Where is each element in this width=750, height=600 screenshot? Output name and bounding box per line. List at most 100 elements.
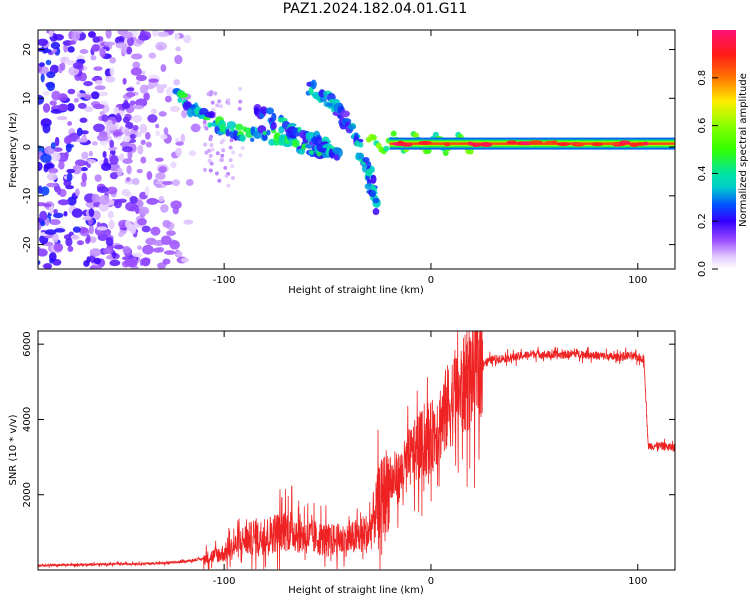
noise-blob (219, 158, 224, 162)
noise-blob (132, 104, 144, 110)
noise-blob (129, 224, 137, 235)
noise-blob (140, 139, 147, 146)
noise-blob (122, 135, 131, 143)
noise-blob (53, 212, 64, 219)
track-blob (323, 91, 328, 100)
noise-blob (51, 152, 61, 162)
noise-blob (132, 125, 139, 131)
figure-title: PAZ1.2024.182.04.01.G11 (282, 1, 468, 17)
noise-blob (71, 208, 83, 218)
noise-blob (115, 113, 122, 123)
noise-blob (162, 258, 171, 265)
track-blob (266, 129, 271, 136)
track-blob (250, 137, 255, 142)
noise-blob (171, 179, 181, 187)
noise-blob (175, 141, 184, 146)
noise-blob (141, 257, 151, 264)
noise-blob (125, 201, 137, 212)
noise-blob (91, 44, 100, 52)
noise-blob (83, 260, 90, 267)
carrier-peak (506, 140, 518, 145)
noise-blob (137, 206, 150, 215)
snr-ytick-label: 4000 (22, 407, 33, 432)
noise-blob (160, 134, 168, 140)
noise-blob (40, 153, 52, 164)
noise-blob (38, 38, 49, 47)
noise-blob (155, 172, 166, 180)
noise-blob (174, 54, 183, 65)
noise-blob (105, 75, 116, 83)
noise-blob (208, 168, 213, 173)
noise-blob (72, 164, 82, 175)
noise-blob (124, 220, 132, 228)
noise-blob (94, 174, 102, 182)
noise-blob (38, 248, 48, 257)
noise-blob (182, 34, 192, 44)
noise-blob (226, 183, 231, 188)
noise-blob (238, 99, 243, 104)
track-blob (265, 107, 275, 115)
noise-blob (56, 186, 62, 196)
noise-blob (202, 120, 207, 125)
carrier-peak (443, 142, 451, 147)
noise-blob (46, 164, 53, 169)
noise-blob (73, 98, 79, 103)
noise-blob (43, 203, 52, 208)
noise-blob (90, 55, 97, 61)
track-blob (235, 123, 244, 131)
noise-blob (144, 131, 151, 140)
noise-blob (169, 105, 181, 112)
carrier-peak (572, 142, 586, 147)
noise-blob (63, 136, 73, 145)
noise-blob (91, 141, 98, 146)
noise-blob (213, 91, 218, 96)
noise-blob (39, 62, 45, 67)
noise-blob (99, 47, 106, 58)
noise-blob (38, 161, 43, 172)
track-blob (365, 168, 373, 177)
noise-blob (58, 161, 65, 170)
noise-blob (96, 226, 108, 231)
noise-blob (96, 221, 101, 228)
noise-blob (125, 121, 134, 130)
noise-blob (208, 153, 213, 158)
noise-blob (153, 247, 162, 253)
noise-blob (144, 186, 150, 197)
noise-blob (82, 216, 92, 221)
noise-blob (66, 168, 76, 174)
noise-blob (105, 124, 118, 131)
noise-blob (38, 94, 45, 105)
noise-blob (155, 123, 160, 129)
noise-blob (56, 115, 68, 121)
track-blob (362, 157, 370, 163)
noise-blob (46, 71, 56, 79)
noise-blob (137, 144, 144, 155)
noise-blob (203, 142, 208, 147)
noise-blob (65, 185, 74, 190)
noise-blob (147, 114, 158, 123)
noise-blob (122, 246, 131, 254)
noise-blob (40, 73, 45, 83)
noise-blob (97, 91, 109, 97)
colorbar-tick-label: 0.4 (697, 165, 708, 181)
noise-blob (50, 142, 56, 150)
spectrogram-ytick-label: 20 (22, 43, 33, 56)
noise-blob (121, 146, 133, 153)
noise-blob (219, 140, 224, 145)
noise-blob (145, 141, 152, 148)
noise-blob (43, 262, 53, 269)
track-blob (219, 123, 226, 133)
noise-blob (175, 147, 182, 157)
noise-blob (214, 171, 219, 176)
colorbar-gradient (712, 30, 736, 269)
noise-blob (129, 100, 136, 106)
noise-blob (70, 234, 80, 240)
noise-blob (130, 67, 143, 76)
noise-blob (81, 172, 88, 183)
noise-blob (204, 126, 209, 131)
track-blob (225, 129, 230, 137)
noise-blob (217, 178, 222, 183)
carrier-blob (413, 132, 420, 139)
noise-blob (146, 197, 159, 205)
noise-blob (139, 84, 149, 94)
